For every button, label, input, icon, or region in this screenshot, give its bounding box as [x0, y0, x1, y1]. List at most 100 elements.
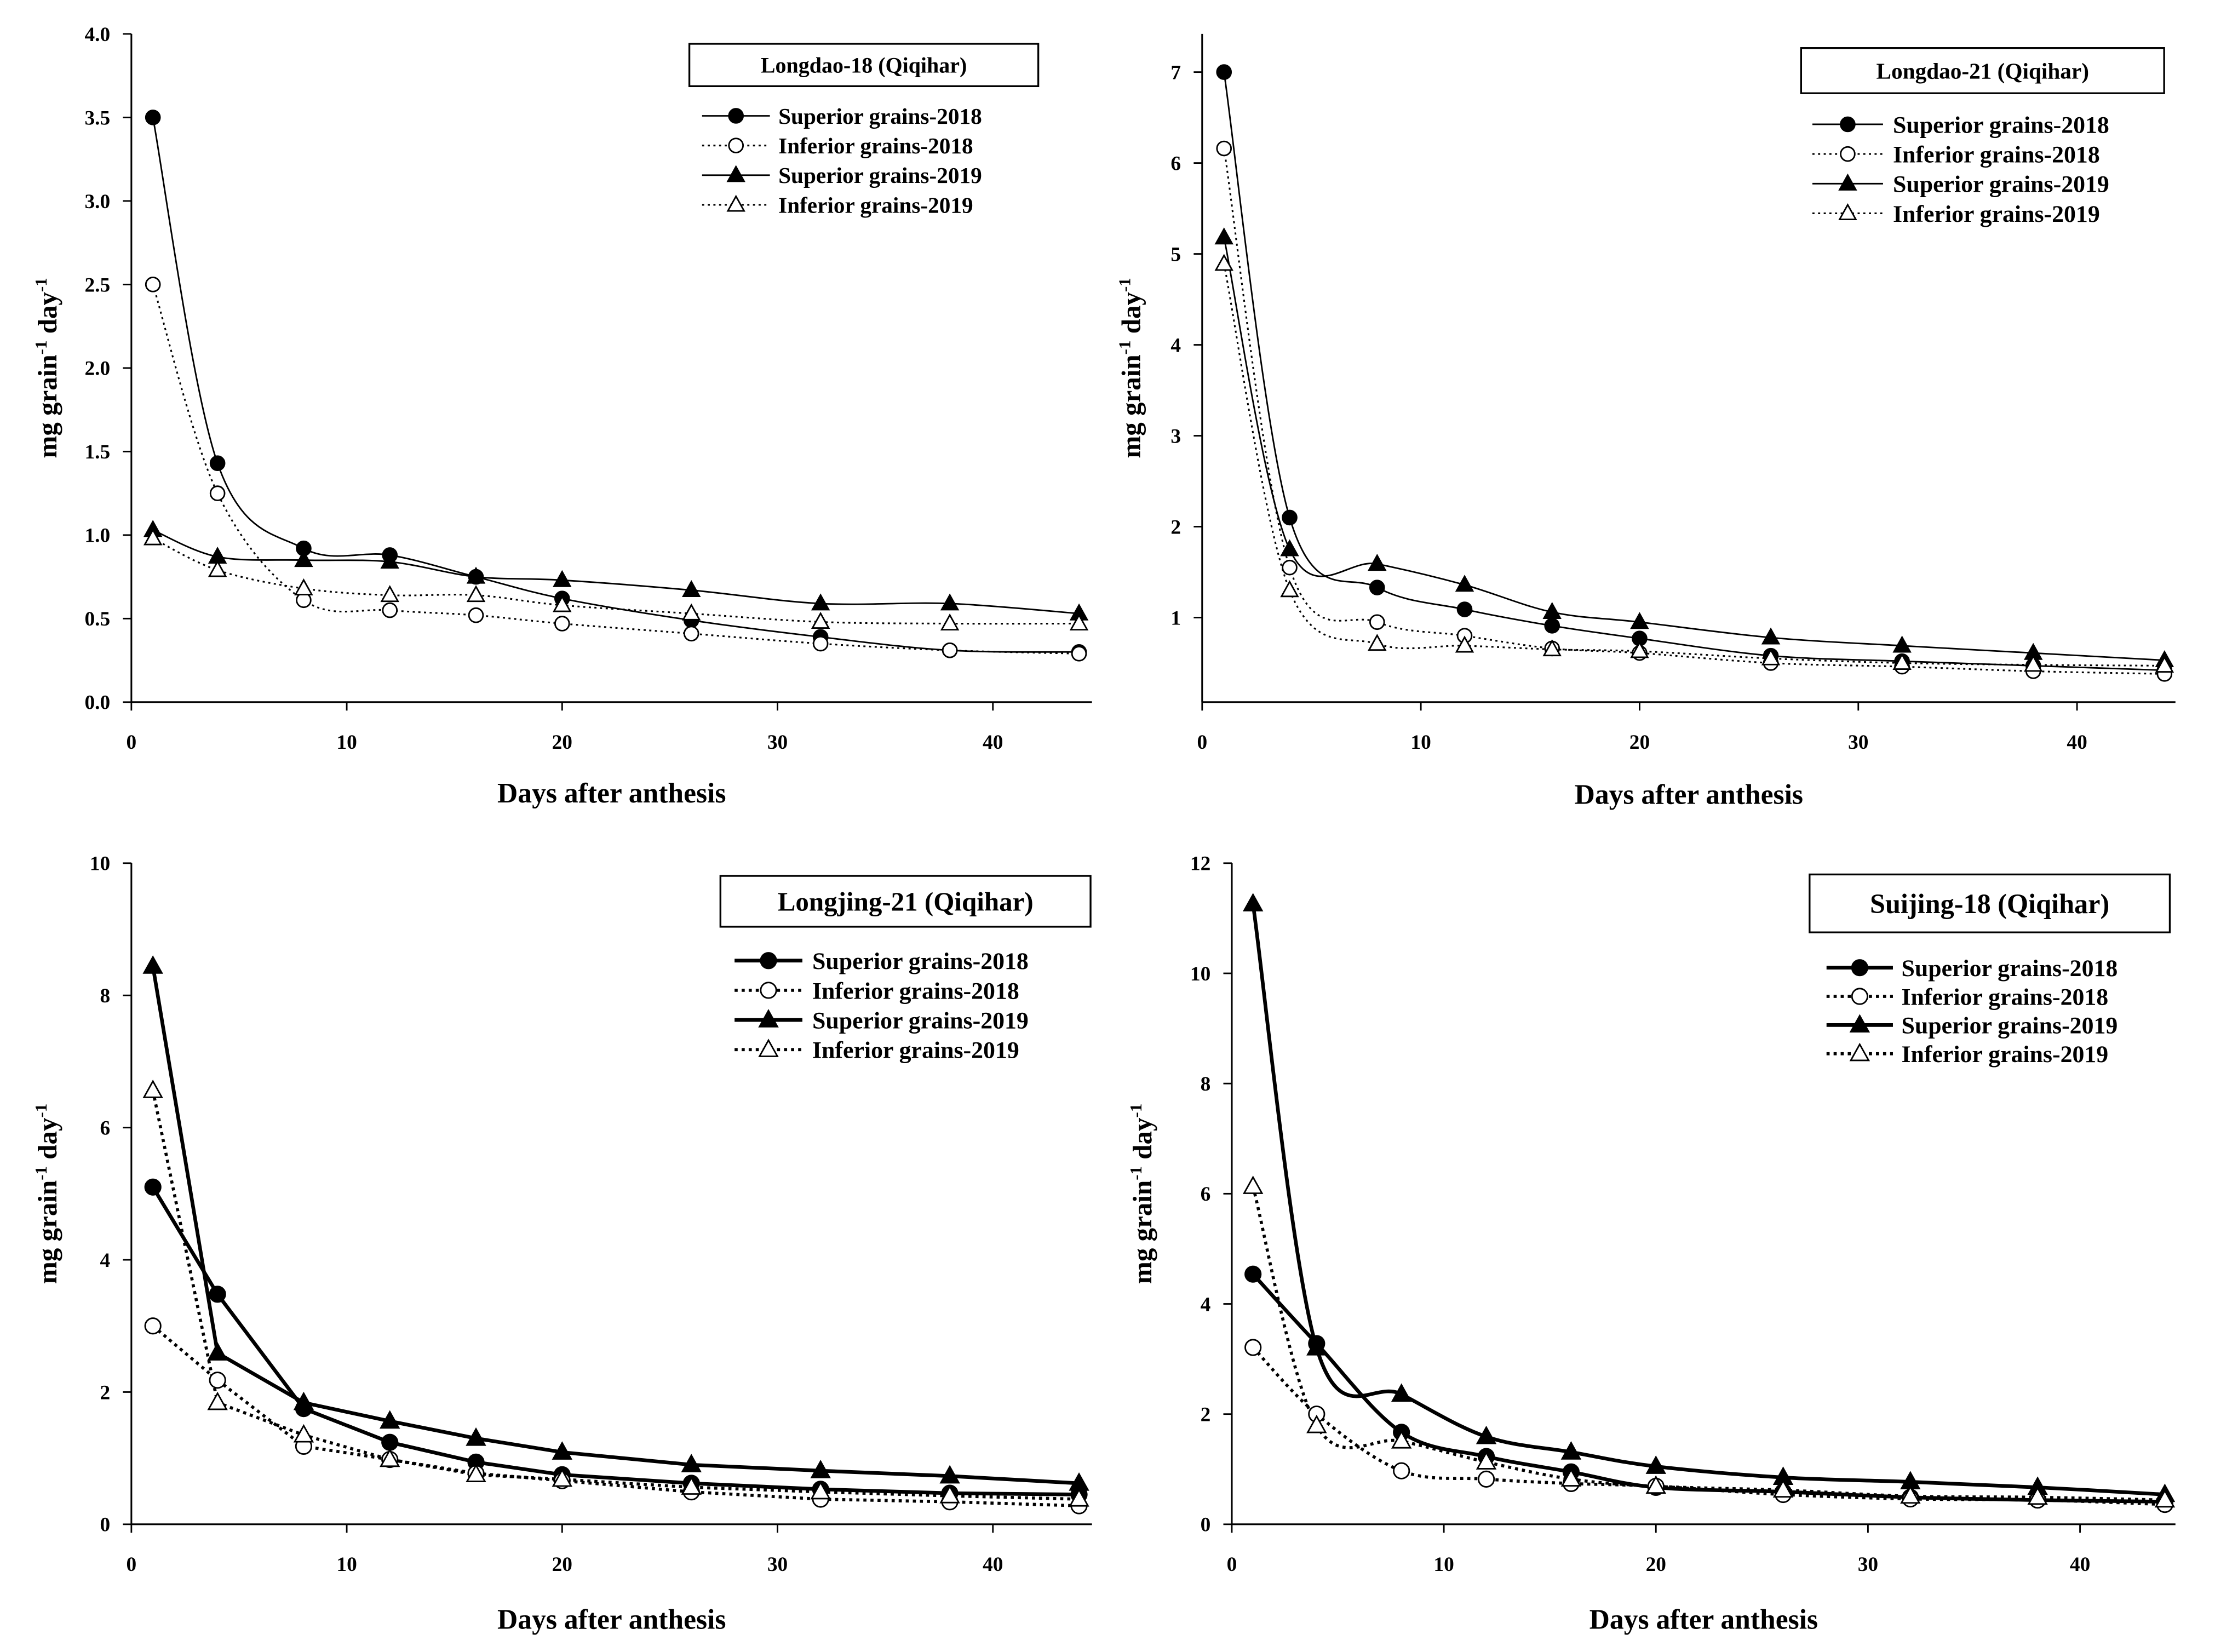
y-tick-label: 0 [100, 1514, 110, 1536]
data-point-inferior-grains-2019 [1391, 1430, 1412, 1449]
data-point-inferior-grains-2019 [1892, 652, 1912, 670]
data-point-superior-grains-2019 [1630, 612, 1649, 629]
data-point-superior-grains-2018 [381, 1433, 399, 1451]
data-point-inferior-grains-2019 [2155, 655, 2174, 673]
data-point-inferior-grains-2018 [812, 635, 829, 652]
data-point-inferior-grains-2019 [939, 1484, 960, 1504]
y-axis-label-unit: day [32, 292, 62, 341]
y-tick-label: 3 [1170, 425, 1181, 448]
series-line-inferior-grains-2018 [1252, 1346, 2165, 1506]
x-axis-label: Days after anthesis [1589, 1604, 1818, 1636]
legend-item-superior-grains-2018: Superior grains-2018 [734, 948, 1029, 974]
y-axis-label-superscript: -1 [1126, 1166, 1145, 1180]
x-tick-label: 0 [127, 731, 137, 754]
series-line-superior-grains-2019 [151, 966, 1080, 1485]
y-tick-label: 0 [1201, 1514, 1211, 1536]
legend-marker-superior-grains-2019 [758, 1009, 779, 1028]
data-point-superior-grains-2019 [207, 1342, 228, 1361]
y-tick-label: 2 [1170, 516, 1181, 538]
chart-panel-suijing-18: 0 2 4 6 8 10 12 0 10 20 30 40 Days after anthesis mg … [1126, 853, 2176, 1636]
series-points-inferior-grains-2019 [143, 528, 1089, 631]
data-point-inferior-grains-2019 [811, 611, 830, 629]
y-tick-label: 1 [1170, 607, 1181, 629]
y-axis-label-superscript: -1 [1115, 341, 1134, 355]
y-axis-label-superscript: -1 [1126, 1104, 1145, 1118]
series-points-superior-grains-2019 [143, 520, 1089, 621]
series-points-inferior-grains-2018 [145, 277, 1087, 662]
data-point-inferior-grains-2018 [1477, 1470, 1495, 1488]
data-point-superior-grains-2019 [1391, 1383, 1412, 1402]
x-axis-label: Days after anthesis [1575, 779, 1803, 811]
data-point-inferior-grains-2019 [2027, 1486, 2048, 1505]
data-point-superior-grains-2019 [553, 570, 572, 587]
data-point-inferior-grains-2019 [466, 585, 486, 603]
data-point-inferior-grains-2018 [144, 1317, 162, 1335]
data-point-superior-grains-2019 [1542, 602, 1562, 620]
data-point-inferior-grains-2019 [466, 1464, 486, 1482]
legend-item-inferior-grains-2019: Inferior grains-2019 [1826, 1041, 2108, 1068]
chart-panel-longjing-21: 0 2 4 6 8 10 0 10 20 30 40 Days after anthesis mg gr… [31, 853, 1092, 1636]
data-point-inferior-grains-2019 [552, 1468, 573, 1487]
y-tick-label: 5 [1170, 243, 1181, 266]
data-point-superior-grains-2019 [1368, 554, 1387, 571]
legend-label: Superior grains-2019 [778, 163, 982, 188]
legend-label: Inferior grains-2019 [1893, 201, 2100, 227]
x-tick-label: 10 [1433, 1553, 1454, 1576]
y-tick-label: 10 [90, 853, 110, 875]
legend-marker-inferior-grains-2019 [1838, 203, 1857, 220]
legend-item-superior-grains-2019: Superior grains-2019 [702, 163, 982, 188]
legend-label: Inferior grains-2018 [1901, 984, 2108, 1010]
data-point-inferior-grains-2018 [1282, 559, 1298, 576]
legend-item-superior-grains-2018: Superior grains-2018 [1826, 955, 2118, 982]
data-point-inferior-grains-2018 [1216, 140, 1232, 157]
y-tick-label: 4.0 [84, 24, 110, 46]
x-tick-label: 30 [767, 731, 788, 754]
y-axis-label: mg grain-1 day-1 [1115, 278, 1146, 458]
x-tick-label: 30 [767, 1553, 788, 1576]
series-line-superior-grains-2018 [151, 1186, 1080, 1496]
legend-marker-inferior-grains-2018 [760, 982, 777, 999]
series-line-inferior-grains-2018 [152, 284, 1080, 655]
legend: Longdao-18 (Qiqihar) Superior grains-2018… [688, 43, 1040, 217]
data-point-superior-grains-2019 [379, 1410, 400, 1429]
legend-item-superior-grains-2018: Superior grains-2018 [702, 104, 982, 129]
legend-item-inferior-grains-2018: Inferior grains-2018 [702, 133, 973, 158]
data-point-inferior-grains-2019 [294, 578, 313, 595]
data-point-inferior-grains-2018 [1393, 1462, 1410, 1479]
data-point-inferior-grains-2018 [209, 485, 226, 501]
y-axis-label-superscript: -1 [31, 1166, 50, 1180]
legend-label: Inferior grains-2018 [778, 133, 973, 158]
data-point-inferior-grains-2018 [1369, 614, 1385, 630]
data-point-inferior-grains-2019 [940, 613, 960, 631]
legend-item-inferior-grains-2018: Inferior grains-2018 [1826, 984, 2108, 1010]
legend-marker-inferior-grains-2019 [1849, 1042, 1870, 1062]
data-point-inferior-grains-2019 [2023, 655, 2043, 672]
data-point-inferior-grains-2018 [942, 642, 958, 658]
data-point-inferior-grains-2019 [1280, 580, 1299, 598]
data-point-inferior-grains-2019 [681, 1476, 702, 1495]
data-point-superior-grains-2018 [145, 110, 161, 125]
data-point-superior-grains-2018 [1544, 618, 1560, 634]
panel-title: Longdao-21 (Qiqihar) [1876, 58, 2089, 84]
y-tick-label: 6 [1170, 152, 1181, 175]
data-point-superior-grains-2018 [1244, 1265, 1262, 1283]
x-axis-label: Days after anthesis [497, 778, 726, 809]
y-axis-label-unit: mg grain [1116, 354, 1146, 458]
legend-marker-inferior-grains-2018 [728, 137, 744, 153]
data-point-superior-grains-2019 [1280, 539, 1299, 557]
legend-label: Superior grains-2018 [812, 948, 1029, 974]
data-point-superior-grains-2019 [293, 1391, 314, 1410]
legend-marker-superior-grains-2018 [1840, 116, 1856, 133]
data-point-superior-grains-2018 [1369, 580, 1385, 596]
data-point-inferior-grains-2019 [1476, 1451, 1497, 1470]
data-point-superior-grains-2019 [1560, 1441, 1582, 1460]
panel-title: Longdao-18 (Qiqihar) [761, 53, 967, 78]
data-point-superior-grains-2019 [294, 550, 313, 567]
data-point-superior-grains-2019 [466, 566, 486, 584]
y-tick-label: 2.5 [84, 274, 110, 296]
y-tick-label: 6 [100, 1117, 110, 1140]
y-tick-label: 3.5 [84, 107, 110, 129]
data-point-inferior-grains-2019 [379, 1448, 400, 1467]
series-line-inferior-grains-2019 [1223, 263, 2165, 667]
